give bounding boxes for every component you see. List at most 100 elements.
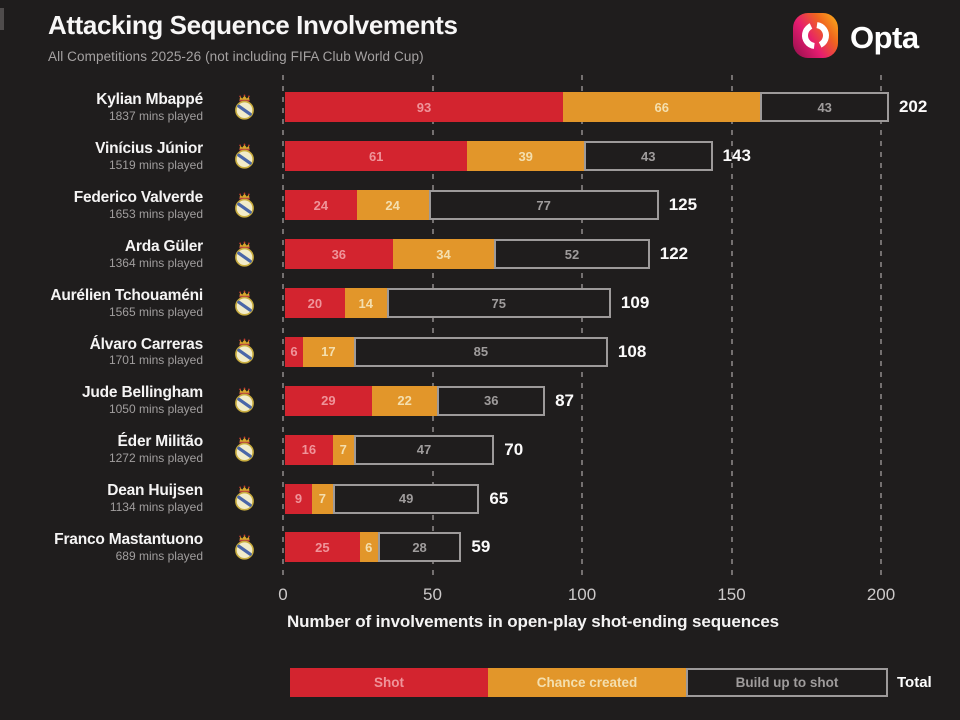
real-madrid-crest-icon (203, 436, 285, 463)
total-value: 65 (489, 488, 509, 508)
stacked-bar: 29 22 36 87 (285, 385, 574, 416)
player-label: Dean Huijsen 1134 mins played (0, 482, 203, 515)
segment-shot: 93 (285, 92, 564, 123)
x-tick-label-100: 100 (567, 585, 597, 604)
total-value: 143 (722, 146, 751, 166)
player-row: Franco Mastantuono 689 mins played 25 6 28 59 (0, 523, 960, 572)
segment-chance-created: 7 (332, 434, 354, 465)
brand-name: Opta (850, 20, 919, 55)
total-value: 108 (617, 341, 647, 361)
total-value: 109 (620, 293, 650, 312)
player-mins-played: 689 mins played (115, 548, 203, 563)
segment-chance-created: 17 (302, 336, 354, 367)
player-row: Vinícius Júnior 1519 mins played 61 39 43 143 (0, 132, 960, 181)
segment-chance-created: 7 (311, 483, 333, 514)
segment-chance-created: 66 (563, 92, 761, 123)
x-tick-label-200: 200 (866, 585, 896, 604)
real-madrid-crest-icon (203, 290, 285, 317)
segment-shot: 25 (285, 532, 360, 563)
legend-total-label: Total (897, 674, 932, 691)
player-name: Franco Mastantuono (54, 531, 203, 549)
player-label: Franco Mastantuono 689 mins played (0, 531, 203, 564)
stacked-bar: 61 39 43 143 (285, 141, 751, 172)
player-label: Jude Bellingham 1050 mins played (0, 384, 203, 417)
player-label: Éder Militão 1272 mins played (0, 433, 203, 466)
player-name: Aurélien Tchouaméni (50, 286, 203, 304)
total-value: 125 (668, 195, 698, 215)
stacked-bar: 6 17 85 108 (285, 336, 647, 367)
legend-bar: Shot Chance created Build up to shot (290, 668, 888, 697)
legend: Shot Chance created Build up to shot Tot… (290, 668, 932, 697)
total-value: 59 (471, 537, 491, 557)
player-row: Federico Valverde 1653 mins played 24 24 77 1… (0, 181, 960, 230)
player-row: Aurélien Tchouaméni 1565 mins played 20 14 7… (0, 279, 960, 328)
player-label: Kylian Mbappé 1837 mins played (0, 91, 203, 124)
player-mins-played: 1519 mins played (108, 157, 203, 172)
real-madrid-crest-icon (203, 192, 285, 219)
real-madrid-crest-icon (203, 534, 285, 561)
segment-chance-created: 14 (344, 288, 387, 318)
segment-build-up-to-shot: 36 (437, 385, 546, 416)
player-row: Arda Güler 1364 mins played 36 34 52 122 (0, 230, 960, 279)
segment-build-up-to-shot: 77 (428, 190, 659, 221)
player-name: Vinícius Júnior (95, 140, 203, 158)
player-mins-played: 1364 mins played (108, 255, 203, 270)
total-value: 70 (504, 439, 524, 459)
real-madrid-crest-icon (203, 143, 285, 170)
stacked-bar: 16 7 47 70 (285, 434, 524, 465)
player-mins-played: 1653 mins played (108, 206, 203, 221)
segment-build-up-to-shot: 49 (332, 483, 480, 514)
player-name: Kylian Mbappé (96, 91, 203, 109)
page-subtitle: All Competitions 2025-26 (not including … (48, 49, 424, 64)
player-label: Federico Valverde 1653 mins played (0, 189, 203, 222)
player-name: Dean Huijsen (107, 482, 203, 500)
segment-chance-created: 39 (467, 141, 584, 172)
legend-item-chance-created: Chance created (488, 668, 686, 697)
segment-build-up-to-shot: 43 (760, 92, 889, 123)
player-name: Arda Güler (124, 237, 203, 255)
player-mins-played: 1837 mins played (108, 108, 203, 123)
segment-shot: 16 (285, 434, 333, 465)
player-label: Vinícius Júnior 1519 mins played (0, 140, 203, 173)
player-mins-played: 1134 mins played (109, 500, 203, 515)
x-axis-title: Number of involvements in open-play shot… (286, 612, 780, 631)
player-label: Aurélien Tchouaméni 1565 mins played (0, 287, 203, 320)
player-row: Dean Huijsen 1134 mins played 9 7 49 65 (0, 474, 960, 523)
segment-shot: 20 (285, 288, 345, 318)
legend-item-shot: Shot (290, 668, 488, 697)
player-name: Jude Bellingham (81, 384, 203, 402)
player-row: Jude Bellingham 1050 mins played 29 22 36 87 (0, 376, 960, 425)
stacked-bar: 9 7 49 65 (285, 483, 509, 514)
segment-build-up-to-shot: 85 (353, 336, 608, 367)
segment-shot: 24 (285, 190, 357, 221)
segment-chance-created: 24 (356, 190, 429, 221)
real-madrid-crest-icon (203, 338, 285, 365)
stacked-bar: 93 66 43 202 (285, 92, 927, 123)
player-mins-played: 1701 mins played (108, 353, 203, 368)
corner-mark (0, 8, 4, 30)
player-row: Éder Militão 1272 mins played 16 7 47 70 (0, 425, 960, 474)
real-madrid-crest-icon (203, 485, 285, 512)
segment-build-up-to-shot: 43 (583, 141, 713, 172)
stacked-bar: 36 34 52 122 (285, 239, 689, 270)
player-name: Federico Valverde (73, 188, 203, 206)
segment-shot: 36 (285, 239, 393, 270)
player-row: Kylian Mbappé 1837 mins played 93 66 43 202 (0, 83, 960, 132)
player-mins-played: 1565 mins played (108, 304, 203, 319)
stacked-bar: 25 6 28 59 (285, 532, 491, 563)
total-value: 122 (659, 244, 689, 264)
real-madrid-crest-icon (203, 94, 285, 121)
segment-build-up-to-shot: 52 (494, 239, 650, 270)
player-row: Álvaro Carreras 1701 mins played 6 17 85 108 (0, 327, 960, 376)
player-label: Álvaro Carreras 1701 mins played (0, 336, 204, 369)
player-label: Arda Güler 1364 mins played (0, 238, 203, 271)
opta-logo-icon (792, 12, 839, 64)
segment-build-up-to-shot: 47 (353, 434, 495, 465)
segment-chance-created: 34 (392, 239, 495, 270)
stacked-bar: 24 24 77 125 (285, 190, 698, 221)
bar-rows: Kylian Mbappé 1837 mins played 93 66 43 202 Vi… (0, 83, 960, 572)
player-mins-played: 1272 mins played (108, 451, 203, 466)
segment-shot: 9 (285, 483, 312, 514)
player-mins-played: 1050 mins played (108, 402, 203, 417)
